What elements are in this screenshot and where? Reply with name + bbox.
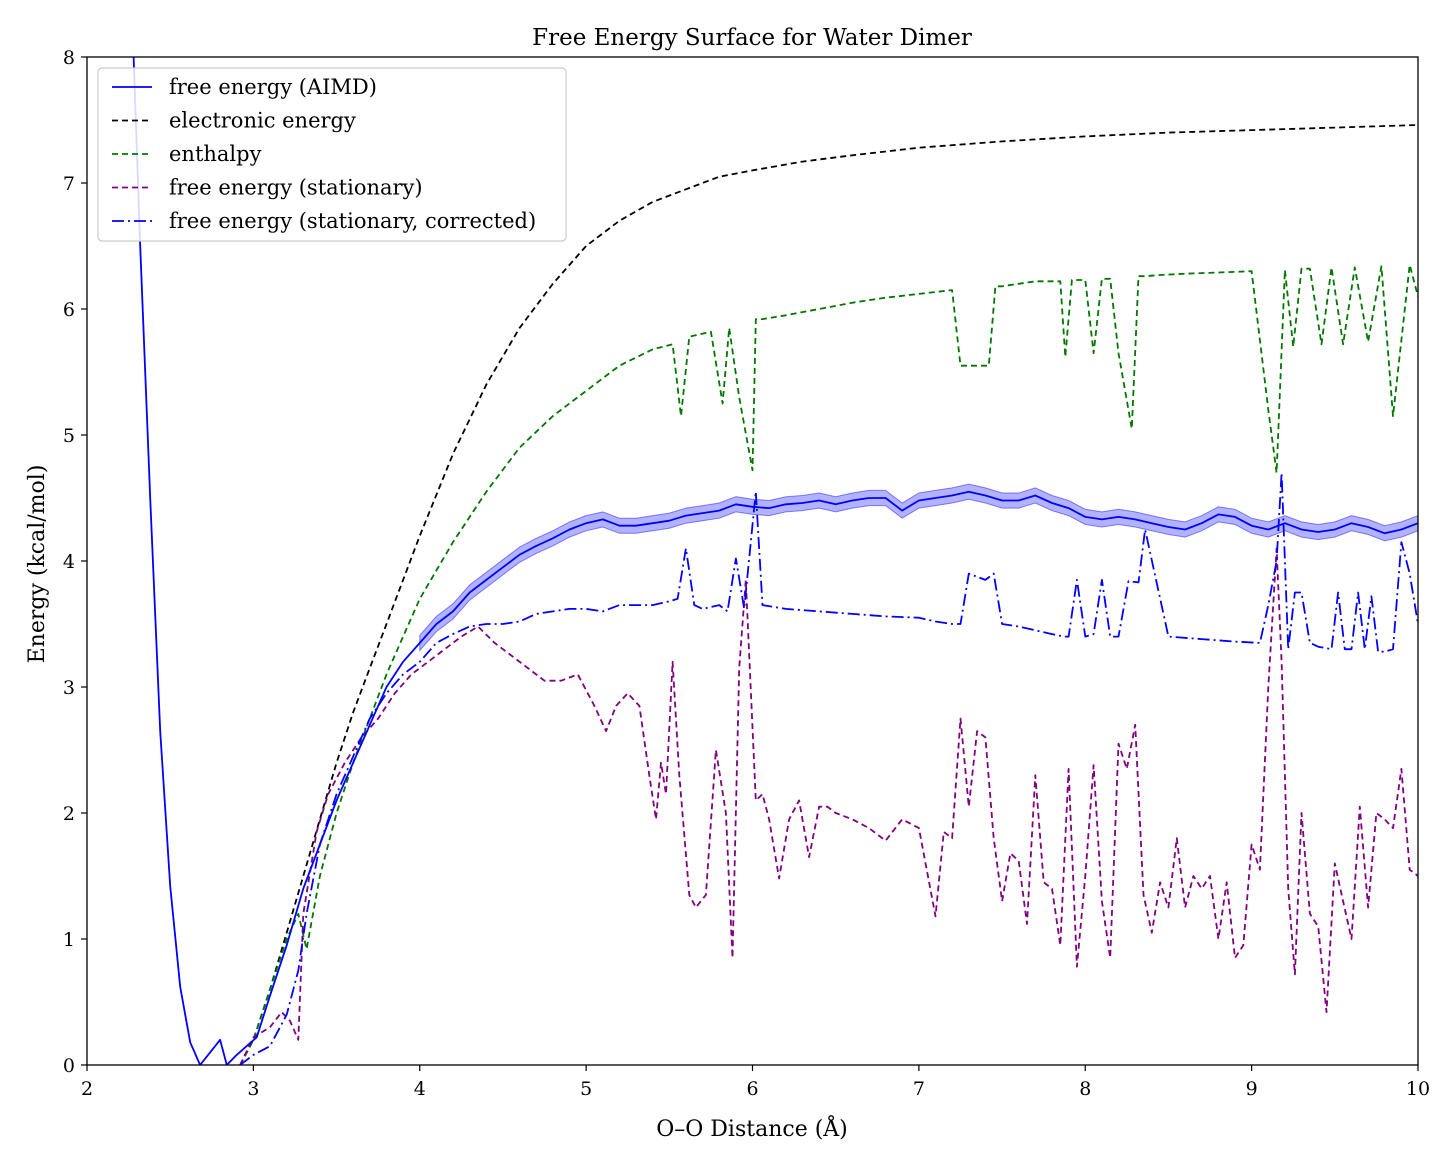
y-tick-label: 8 [63,47,75,69]
y-tick-label: 3 [63,677,75,699]
x-tick-label: 8 [1079,1078,1091,1100]
legend-items: free energy (AIMD) electronic energy entha… [112,75,536,233]
y-tick-label: 4 [63,551,75,573]
chart-title: Free Energy Surface for Water Dimer [532,25,972,51]
x-tick-label: 9 [1246,1078,1258,1100]
x-tick-label: 7 [913,1078,925,1100]
legend-label-electronic-energy: electronic energy [169,109,356,133]
y-tick-label: 7 [63,173,75,195]
x-tick-label: 3 [247,1078,259,1100]
aimd-uncertainty-band [419,483,1418,652]
plot-area [132,57,1418,1065]
y-tick-label: 1 [63,929,75,951]
x-tick-label: 4 [414,1078,426,1100]
y-tick-label: 2 [63,803,75,825]
legend-box [97,67,567,242]
series-line-free-energy-aimd [132,57,1418,1065]
legend-label-free-energy-stationary: free energy (stationary) [169,176,423,200]
x-tick-label: 6 [746,1078,758,1100]
series-layer [132,57,1418,1065]
x-axis-label: O–O Distance (Å) [656,1114,848,1142]
x-tick-label: 2 [81,1078,93,1100]
legend-label-free-energy-stationary-corrected: free energy (stationary, corrected) [169,209,536,233]
legend-label-enthalpy: enthalpy [169,142,262,166]
series-line-electronic-energy [239,124,1418,1065]
aimd-uncertainty-layer [419,483,1418,652]
series-line-enthalpy [239,264,1418,1065]
y-tick-label: 5 [63,425,75,447]
legend-label-free-energy-aimd: free energy (AIMD) [169,75,377,99]
series-line-free-energy-stationary [239,547,1418,1065]
x-tick-label: 10 [1406,1078,1430,1100]
x-tick-label: 5 [580,1078,592,1100]
y-axis-label: Energy (kcal/mol) [25,465,50,664]
legend: free energy (AIMD) electronic energy entha… [97,67,567,242]
y-axis-ticks: 0 1 2 3 4 5 6 7 8 [63,47,87,1077]
series-line-free-energy-stationary-corrected [239,471,1418,1065]
x-axis-ticks: 2 3 4 5 6 7 8 9 10 [81,1065,1430,1100]
y-tick-label: 0 [63,1055,75,1077]
y-tick-label: 6 [63,299,75,321]
